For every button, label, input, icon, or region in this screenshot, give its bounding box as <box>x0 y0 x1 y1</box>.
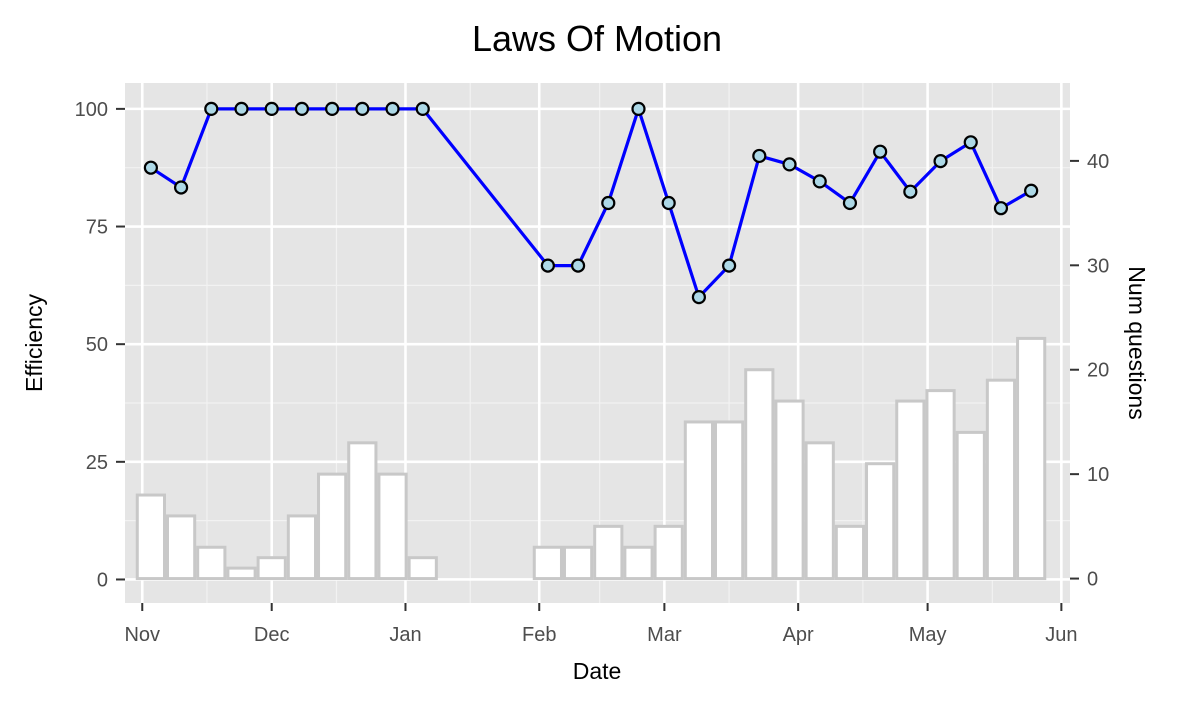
question-bar <box>196 545 227 581</box>
question-bar <box>895 399 926 581</box>
efficiency-point <box>661 195 676 211</box>
question-bar <box>256 556 287 581</box>
x-tick-label: Dec <box>254 624 290 646</box>
x-tick-label: Mar <box>647 624 682 646</box>
y-tick-label: 100 <box>75 99 108 121</box>
y2-axis-title: Num questions <box>1124 266 1150 419</box>
question-bar <box>955 430 986 581</box>
question-bar <box>165 514 197 581</box>
y-tick-labels: 0 25 50 75 100 <box>75 99 108 592</box>
y-tick-label: 50 <box>86 334 108 356</box>
y-tick-label: 25 <box>86 452 108 474</box>
efficiency-point <box>963 135 978 150</box>
efficiency-point <box>601 195 616 211</box>
y2-tick-labels: 0 10 20 30 40 <box>1087 151 1109 591</box>
y2-tick-label: 30 <box>1087 255 1109 277</box>
question-bar <box>317 472 348 581</box>
efficiency-point <box>691 290 707 305</box>
efficiency-point <box>143 160 158 175</box>
efficiency-point <box>204 101 219 116</box>
efficiency-point <box>173 180 189 195</box>
question-bar <box>774 399 805 581</box>
chart-title: Laws Of Motion <box>472 18 722 59</box>
question-bar <box>804 441 835 581</box>
efficiency-point <box>873 144 888 159</box>
question-bars <box>135 336 1047 581</box>
x-tick-label: May <box>909 624 947 646</box>
question-bar <box>623 545 654 581</box>
y2-tick-label: 40 <box>1087 151 1109 173</box>
efficiency-point <box>385 101 400 116</box>
y2-tick-label: 20 <box>1087 360 1109 382</box>
x-axis-title: Date <box>573 658 622 684</box>
efficiency-point <box>570 258 586 273</box>
efficiency-point <box>540 258 555 273</box>
y-axis-title: Efficiency <box>21 293 47 392</box>
question-bar <box>562 545 594 581</box>
efficiency-point <box>993 201 1009 216</box>
efficiency-point <box>325 101 340 116</box>
efficiency-point <box>415 101 430 116</box>
x-tick-label: Feb <box>522 624 556 646</box>
question-bar <box>593 524 624 581</box>
question-bar <box>865 462 896 581</box>
efficiency-points <box>143 101 1039 305</box>
axis-ticks <box>116 107 1079 611</box>
question-bar <box>985 378 1017 581</box>
question-bar <box>714 420 745 581</box>
x-tick-label: Apr <box>783 624 814 646</box>
x-tick-labels: Nov Dec Jan Feb Mar Apr May Jun <box>124 624 1077 646</box>
x-tick-label: Jun <box>1045 624 1077 646</box>
efficiency-point <box>1024 183 1039 198</box>
question-bar <box>834 524 866 581</box>
question-bar <box>683 420 715 581</box>
question-bar <box>135 493 166 581</box>
x-tick-label: Jan <box>389 624 421 646</box>
question-bar <box>407 556 438 581</box>
question-bar <box>1016 336 1047 581</box>
question-bar <box>653 524 684 581</box>
question-bar <box>377 472 408 581</box>
y-tick-label: 0 <box>97 569 108 591</box>
efficiency-point <box>264 101 279 116</box>
question-bar <box>744 368 775 581</box>
efficiency-point <box>842 195 858 211</box>
efficiency-point <box>722 258 737 273</box>
question-bar <box>532 545 563 581</box>
question-bar <box>925 389 956 581</box>
y-tick-label: 75 <box>86 217 108 239</box>
question-bar <box>286 514 318 581</box>
efficiency-point <box>752 148 767 164</box>
y2-tick-label: 10 <box>1087 464 1109 486</box>
efficiency-point <box>355 101 370 116</box>
efficiency-point <box>812 174 827 189</box>
question-bar <box>347 441 378 581</box>
efficiency-point <box>933 154 948 169</box>
efficiency-point <box>903 184 918 199</box>
question-bar <box>226 566 257 581</box>
y2-tick-label: 0 <box>1087 569 1098 591</box>
efficiency-point <box>294 101 310 116</box>
x-tick-label: Nov <box>124 624 160 646</box>
efficiency-point <box>631 101 646 116</box>
efficiency-point <box>234 101 249 116</box>
efficiency-point <box>782 157 797 172</box>
